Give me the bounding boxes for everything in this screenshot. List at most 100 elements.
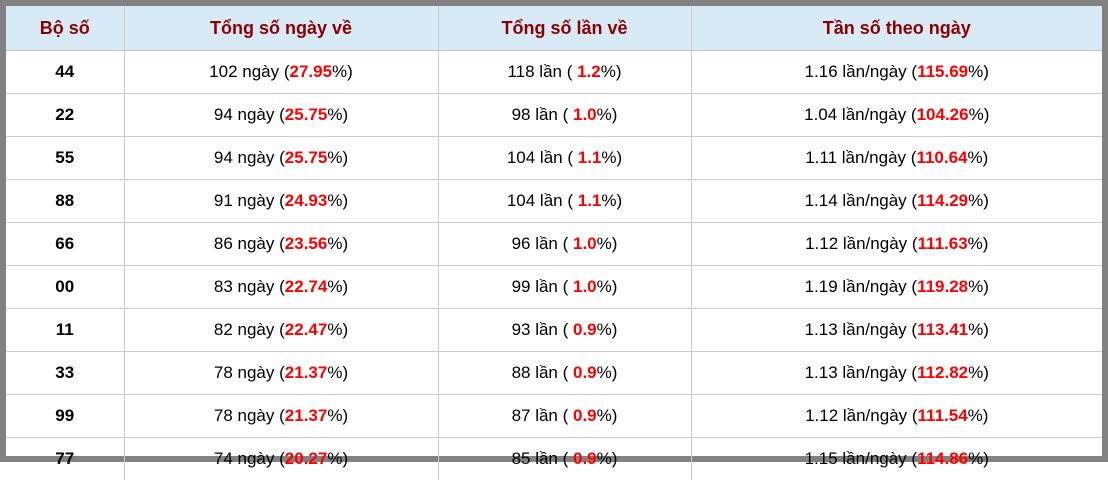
percent-close: %) — [597, 234, 618, 253]
frequency-value: 1.12 lần/ngày ( — [805, 234, 917, 253]
times-value: 104 lần ( — [507, 191, 578, 210]
times-cell: 104 lần ( 1.1%) — [438, 180, 691, 223]
days-value: 94 ngày ( — [214, 148, 285, 167]
frequency-value: 1.04 lần/ngày ( — [804, 105, 916, 124]
percent-close: %) — [968, 363, 989, 382]
percent-close: %) — [597, 406, 618, 425]
table-row: 88 91 ngày (24.93%) 104 lần ( 1.1%) 1.14… — [6, 180, 1102, 223]
days-cell: 86 ngày (23.56%) — [124, 223, 438, 266]
column-header-frequency: Tần số theo ngày — [691, 6, 1102, 51]
times-cell: 99 lần ( 1.0%) — [438, 266, 691, 309]
days-percent: 21.37 — [285, 363, 328, 382]
frequency-percent: 111.54 — [918, 406, 968, 425]
frequency-percent: 119.28 — [917, 277, 968, 296]
days-cell: 91 ngày (24.93%) — [124, 180, 438, 223]
times-percent: 1.1 — [578, 148, 602, 167]
percent-close: %) — [968, 62, 989, 81]
times-percent: 0.9 — [573, 406, 597, 425]
percent-close: %) — [327, 320, 348, 339]
percent-close: %) — [327, 277, 348, 296]
table-row: 55 94 ngày (25.75%) 104 lần ( 1.1%) 1.11… — [6, 137, 1102, 180]
frequency-value: 1.13 lần/ngày ( — [805, 320, 917, 339]
days-cell: 94 ngày (25.75%) — [124, 137, 438, 180]
pair-cell: 00 — [6, 266, 124, 309]
days-cell: 78 ngày (21.37%) — [124, 395, 438, 438]
pair-cell: 66 — [6, 223, 124, 266]
percent-close: %) — [332, 62, 353, 81]
pair-number: 33 — [55, 363, 74, 382]
frequency-cell: 1.12 lần/ngày (111.63%) — [691, 223, 1102, 266]
days-value: 91 ngày ( — [214, 191, 285, 210]
pair-number: 44 — [55, 62, 74, 81]
times-cell: 88 lần ( 0.9%) — [438, 352, 691, 395]
days-value: 82 ngày ( — [214, 320, 285, 339]
percent-close: %) — [969, 105, 990, 124]
percent-close: %) — [327, 191, 348, 210]
times-value: 85 lần ( — [512, 449, 573, 468]
days-value: 83 ngày ( — [214, 277, 285, 296]
frequency-percent: 111.63 — [918, 234, 968, 253]
times-cell: 118 lần ( 1.2%) — [438, 51, 691, 94]
days-value: 102 ngày ( — [209, 62, 289, 81]
frequency-cell: 1.04 lần/ngày (104.26%) — [691, 94, 1102, 137]
pair-number: 77 — [55, 449, 74, 468]
percent-close: %) — [327, 406, 348, 425]
frequency-cell: 1.12 lần/ngày (111.54%) — [691, 395, 1102, 438]
frequency-percent: 110.64 — [916, 148, 967, 167]
times-value: 118 lần ( — [507, 62, 577, 81]
days-percent: 27.95 — [290, 62, 333, 81]
frequency-value: 1.19 lần/ngày ( — [805, 277, 917, 296]
days-value: 74 ngày ( — [214, 449, 285, 468]
pair-number: 99 — [55, 406, 74, 425]
times-value: 98 lần ( — [512, 105, 573, 124]
table-row: 44 102 ngày (27.95%) 118 lần ( 1.2%) 1.1… — [6, 51, 1102, 94]
times-cell: 85 lần ( 0.9%) — [438, 438, 691, 480]
frequency-cell: 1.15 lần/ngày (114.86%) — [691, 438, 1102, 480]
pair-cell: 99 — [6, 395, 124, 438]
days-cell: 83 ngày (22.74%) — [124, 266, 438, 309]
percent-close: %) — [597, 363, 618, 382]
pair-cell: 22 — [6, 94, 124, 137]
percent-close: %) — [597, 277, 618, 296]
frequency-value: 1.16 lần/ngày ( — [805, 62, 917, 81]
times-percent: 0.9 — [573, 363, 597, 382]
table-row: 22 94 ngày (25.75%) 98 lần ( 1.0%) 1.04 … — [6, 94, 1102, 137]
table-row: 77 74 ngày (20.27%) 85 lần ( 0.9%) 1.15 … — [6, 438, 1102, 480]
pair-cell: 77 — [6, 438, 124, 480]
percent-close: %) — [968, 191, 989, 210]
frequency-value: 1.12 lần/ngày ( — [805, 406, 917, 425]
percent-close: %) — [968, 449, 989, 468]
frequency-cell: 1.19 lần/ngày (119.28%) — [691, 266, 1102, 309]
times-percent: 1.1 — [578, 191, 602, 210]
frequency-cell: 1.14 lần/ngày (114.29%) — [691, 180, 1102, 223]
times-cell: 98 lần ( 1.0%) — [438, 94, 691, 137]
header-row: Bộ số Tổng số ngày về Tổng số lần về Tần… — [6, 6, 1102, 51]
times-cell: 104 lần ( 1.1%) — [438, 137, 691, 180]
pair-number: 22 — [55, 105, 74, 124]
table-frame: Bộ số Tổng số ngày về Tổng số lần về Tần… — [0, 0, 1108, 462]
percent-close: %) — [601, 62, 622, 81]
percent-close: %) — [968, 320, 989, 339]
frequency-percent: 104.26 — [917, 105, 969, 124]
percent-close: %) — [327, 363, 348, 382]
times-value: 88 lần ( — [512, 363, 573, 382]
percent-close: %) — [597, 449, 618, 468]
frequency-value: 1.15 lần/ngày ( — [805, 449, 917, 468]
frequency-value: 1.11 lần/ngày ( — [805, 148, 916, 167]
days-value: 94 ngày ( — [214, 105, 285, 124]
days-percent: 23.56 — [285, 234, 328, 253]
days-cell: 74 ngày (20.27%) — [124, 438, 438, 480]
days-cell: 82 ngày (22.47%) — [124, 309, 438, 352]
frequency-cell: 1.16 lần/ngày (115.69%) — [691, 51, 1102, 94]
frequency-percent: 114.86 — [917, 449, 968, 468]
column-header-total-times: Tổng số lần về — [438, 6, 691, 51]
percent-close: %) — [327, 234, 348, 253]
times-value: 87 lần ( — [512, 406, 573, 425]
frequency-percent: 114.29 — [917, 191, 968, 210]
times-percent: 0.9 — [573, 320, 597, 339]
days-cell: 78 ngày (21.37%) — [124, 352, 438, 395]
table-row: 66 86 ngày (23.56%) 96 lần ( 1.0%) 1.12 … — [6, 223, 1102, 266]
frequency-percent: 112.82 — [917, 363, 968, 382]
frequency-cell: 1.13 lần/ngày (113.41%) — [691, 309, 1102, 352]
days-percent: 25.75 — [285, 148, 328, 167]
